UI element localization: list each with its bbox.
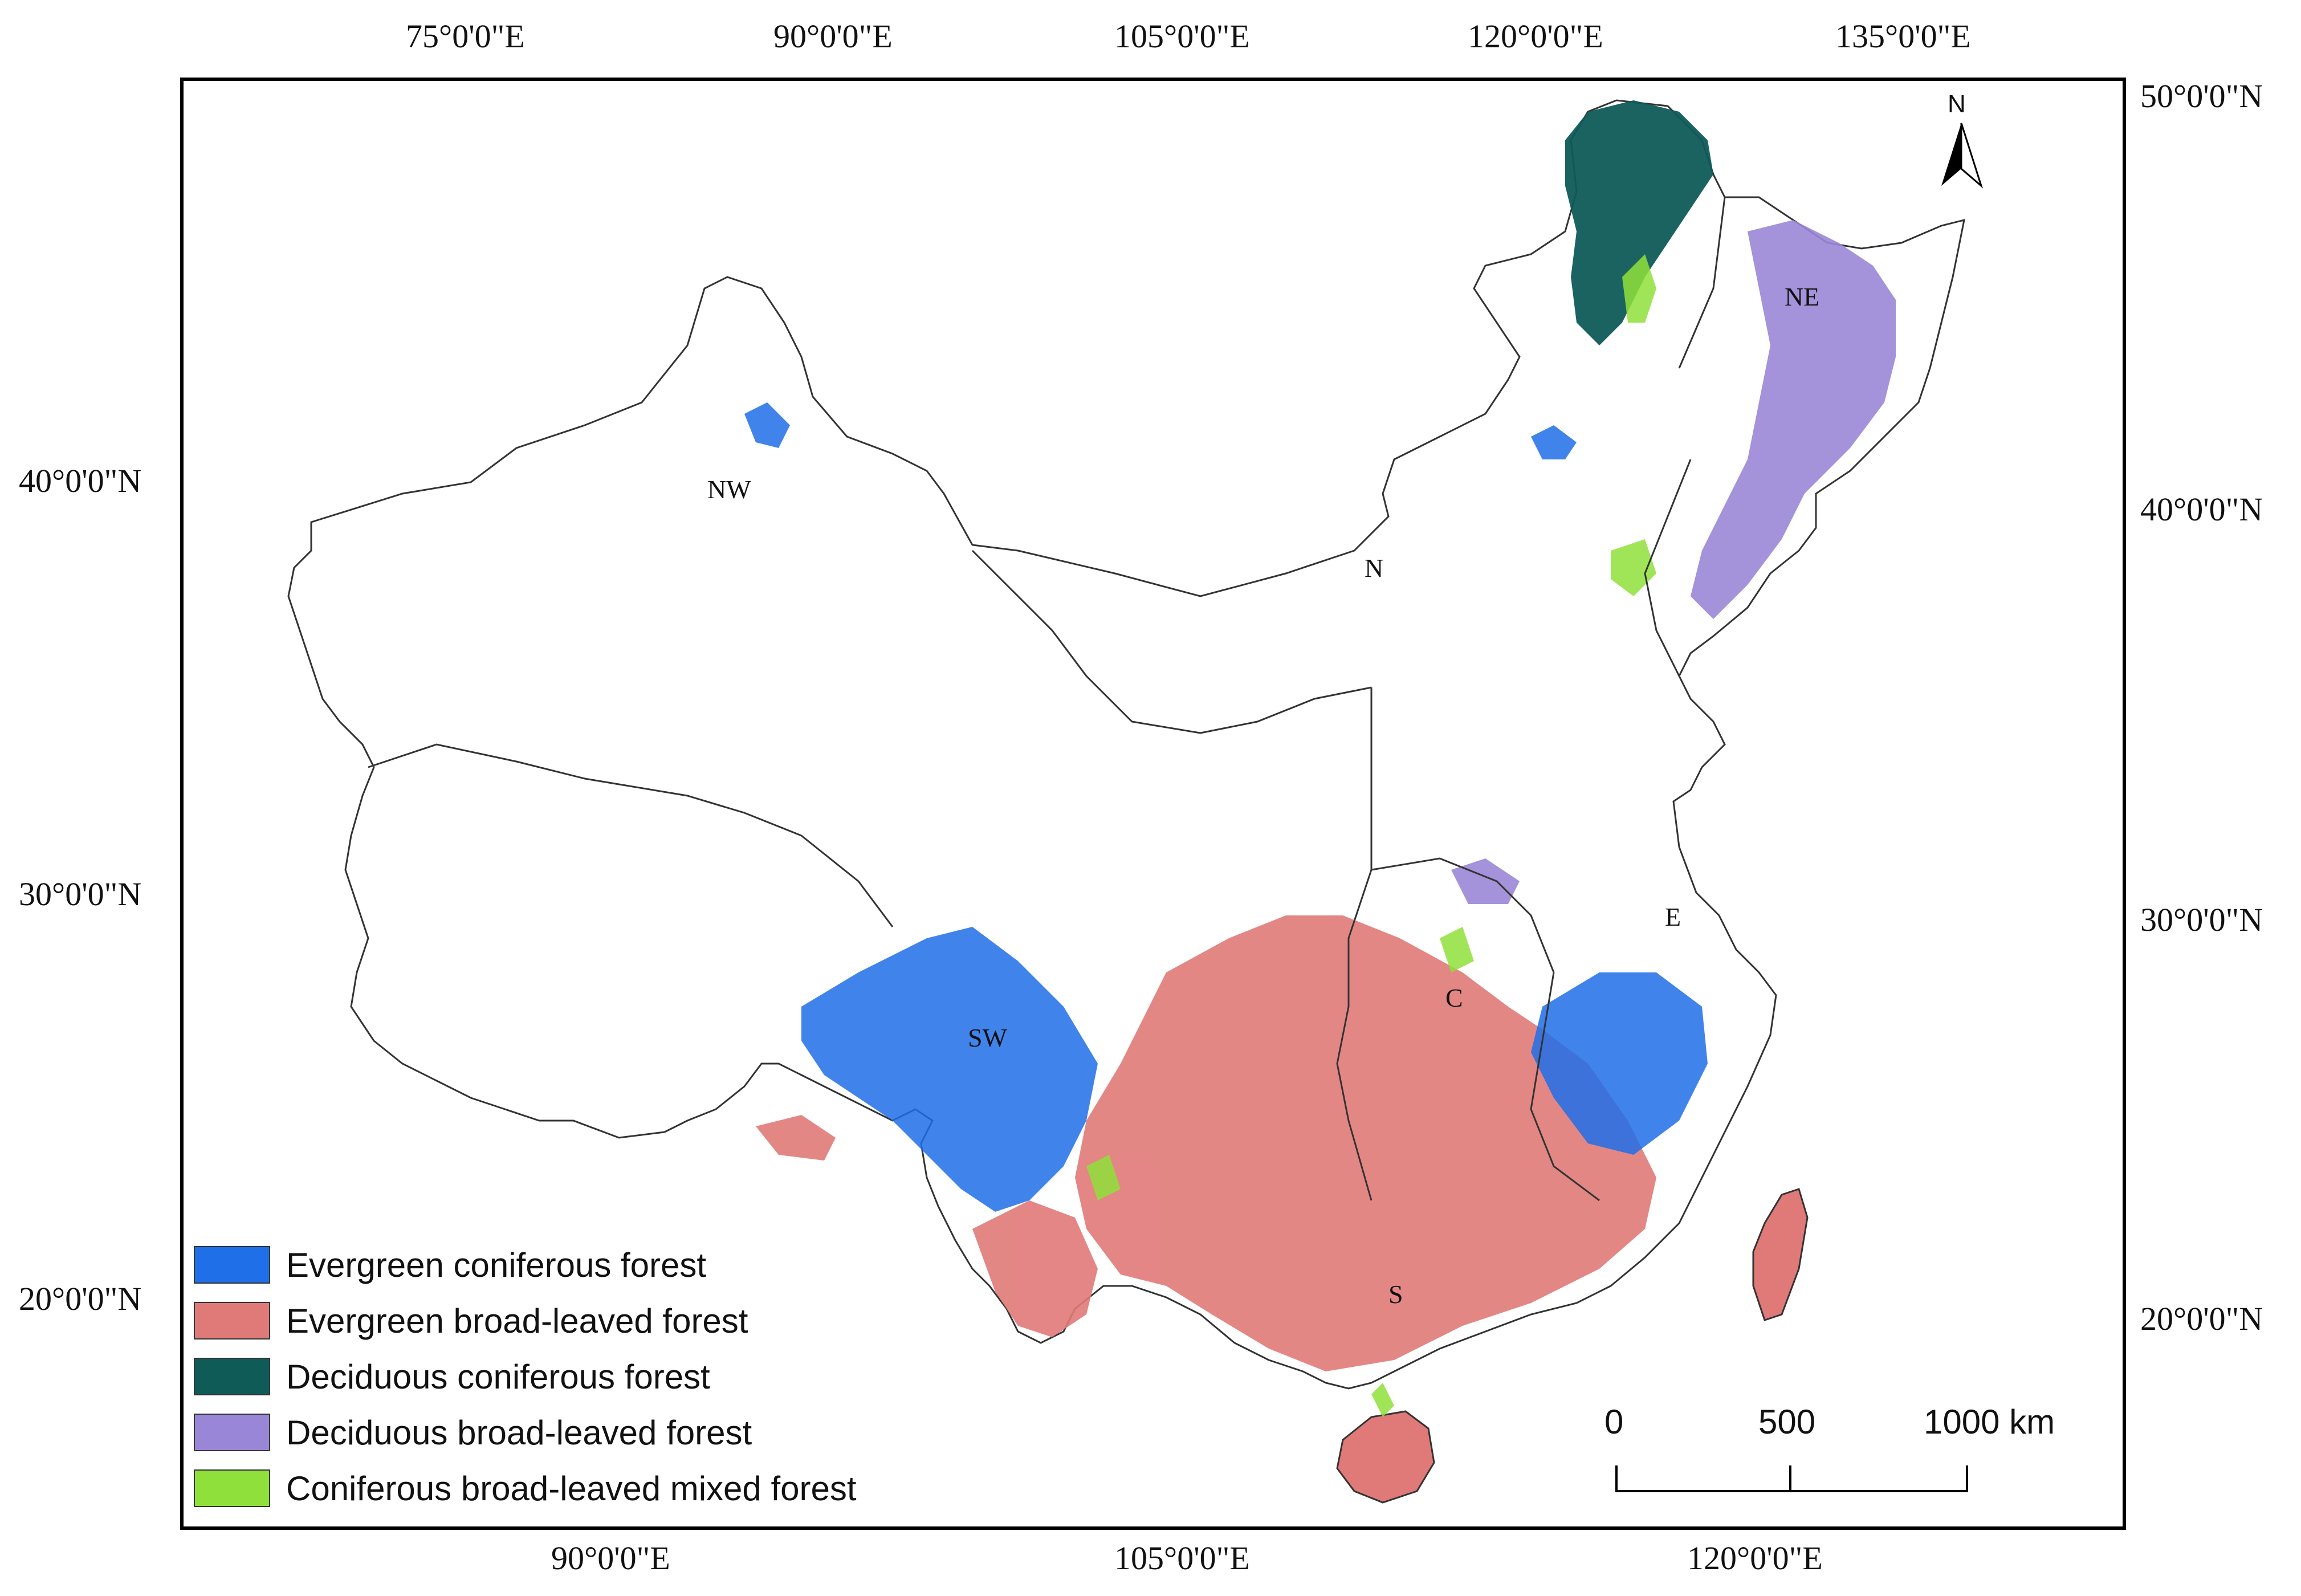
lon-label-bottom: 90°0'0"E [551, 1540, 670, 1577]
legend-swatch [194, 1246, 270, 1284]
legend-item: Evergreen broad-leaved forest [194, 1293, 857, 1349]
scale-label: 1000 km [1924, 1403, 2055, 1441]
lat-label-left: 40°0'0"N [19, 462, 142, 499]
legend-label: Deciduous coniferous forest [286, 1357, 710, 1396]
north-arrow-icon [1941, 123, 1984, 189]
forest-mixed-areas [1086, 254, 1656, 1417]
legend-item: Deciduous coniferous forest [194, 1349, 857, 1404]
region-label: E [1665, 902, 1681, 931]
map-frame: NW N NE SW C E S [180, 78, 2126, 1530]
scale-label: 500 [1758, 1403, 1816, 1441]
island-taiwan [1752, 1188, 1809, 1321]
lon-label-top: 90°0'0"E [773, 18, 893, 55]
legend-label: Evergreen broad-leaved forest [286, 1301, 748, 1340]
lon-label-top: 105°0'0"E [1114, 18, 1250, 55]
legend: Evergreen coniferous forest Evergreen br… [194, 1237, 857, 1516]
legend-label: Evergreen coniferous forest [286, 1245, 707, 1284]
scale-bar [1615, 1465, 1968, 1492]
lon-label-bottom: 120°0'0"E [1687, 1540, 1823, 1577]
forest-evergreen-coniferous-areas [744, 402, 1708, 1212]
lat-label-left: 20°0'0"N [19, 1280, 142, 1317]
lat-label-right: 50°0'0"N [2140, 78, 2263, 115]
region-label: SW [968, 1023, 1008, 1052]
legend-swatch [194, 1302, 270, 1339]
region-label: NW [707, 475, 751, 504]
lon-label-top: 75°0'0"E [406, 18, 525, 55]
lon-label-top: 120°0'0"E [1468, 18, 1603, 55]
forest-deciduous-coniferous-areas [1565, 100, 1713, 345]
scale-label: 0 [1604, 1403, 1624, 1441]
region-label: NE [1785, 282, 1819, 311]
lon-label-bottom: 105°0'0"E [1114, 1540, 1250, 1577]
legend-item: Deciduous broad-leaved forest [194, 1404, 857, 1460]
legend-item: Coniferous broad-leaved mixed forest [194, 1460, 857, 1516]
lat-label-right: 20°0'0"N [2140, 1300, 2263, 1337]
lat-label-left: 30°0'0"N [19, 876, 142, 913]
region-boundaries [368, 197, 1726, 1202]
map-canvas: NW N NE SW C E S [287, 99, 1984, 1504]
region-label: S [1388, 1280, 1403, 1309]
legend-item: Evergreen coniferous forest [194, 1237, 857, 1293]
lat-label-right: 30°0'0"N [2140, 901, 2263, 938]
legend-label: Coniferous broad-leaved mixed forest [286, 1469, 857, 1508]
legend-swatch [194, 1469, 270, 1507]
island-hainan [1336, 1410, 1435, 1504]
region-label: N [1365, 553, 1383, 583]
legend-label: Deciduous broad-leaved forest [286, 1413, 752, 1452]
legend-swatch [194, 1358, 270, 1395]
lon-label-top: 135°0'0"E [1835, 18, 1971, 55]
lat-label-right: 40°0'0"N [2140, 491, 2263, 528]
region-label: C [1445, 983, 1463, 1012]
legend-swatch [194, 1414, 270, 1451]
forest-evergreen-broadleaved-areas [756, 915, 1656, 1371]
north-arrow-label: N [1948, 90, 1966, 118]
